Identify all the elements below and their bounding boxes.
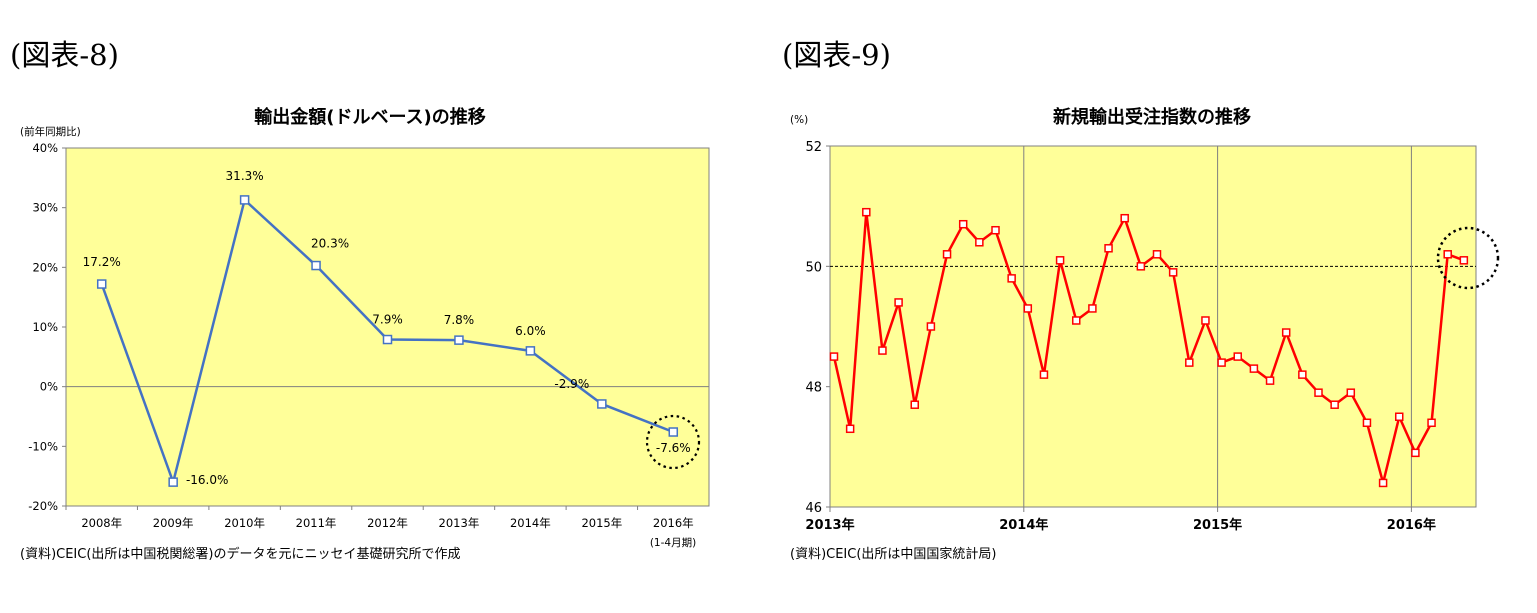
data-point <box>1201 316 1210 325</box>
data-point <box>668 427 679 437</box>
y-axis-label: (前年同期比) <box>20 125 81 138</box>
x-tick-label: 2016年 <box>653 516 694 530</box>
category-note: (1-4月期) <box>650 537 696 549</box>
data-point <box>1427 418 1436 428</box>
data-point <box>1185 358 1194 367</box>
data-point <box>975 238 984 247</box>
data-label: -7.6% <box>656 441 691 455</box>
data-label: 7.8% <box>444 313 475 327</box>
data-point <box>878 346 887 355</box>
y-tick-label: 40% <box>32 141 58 155</box>
data-point <box>1023 304 1033 313</box>
chart-title: 輸出金額(ドルベース)の推移 <box>254 106 486 128</box>
x-tick-label: 2016年 <box>1387 517 1436 533</box>
x-tick-label: 2008年 <box>81 516 122 530</box>
y-tick-label: -10% <box>28 439 58 453</box>
x-tick-label: 2015年 <box>1193 517 1242 533</box>
series-line <box>832 210 1465 485</box>
source-note: (資料)CEIC(出所は中国国家統計局) <box>790 546 997 562</box>
data-point <box>1249 364 1259 373</box>
y-tick-label: 50 <box>805 260 822 275</box>
data-point <box>991 225 1000 235</box>
data-point <box>1281 328 1291 337</box>
data-point <box>1055 256 1065 265</box>
data-point <box>96 279 107 289</box>
data-label: -2.9% <box>554 377 589 391</box>
data-label: 17.2% <box>83 255 121 269</box>
y-tick-label: 10% <box>32 320 58 334</box>
highlight-circle <box>645 414 701 470</box>
data-point <box>1136 262 1146 271</box>
y-axis-label: (%) <box>790 114 808 126</box>
plot-area <box>65 147 710 507</box>
data-point <box>597 399 607 409</box>
data-point <box>1265 376 1275 385</box>
y-tick-label: 20% <box>32 260 58 274</box>
x-tick-label: 2014年 <box>999 517 1048 533</box>
highlight-circle <box>1436 226 1500 290</box>
data-point <box>1459 256 1469 265</box>
source-note: (資料)CEIC(出所は中国税関総署)のデータを元にニッセイ基礎研究所で作成 <box>20 546 461 562</box>
data-point <box>1088 304 1097 313</box>
x-tick-label: 2009年 <box>153 516 194 530</box>
x-tick-label: 2012年 <box>367 516 408 530</box>
data-point <box>942 250 952 259</box>
data-point <box>1443 250 1452 259</box>
plot-area <box>829 145 1477 508</box>
data-point <box>525 346 536 356</box>
y-tick-label: 0% <box>40 380 58 394</box>
data-point <box>1039 370 1049 379</box>
data-point <box>1152 250 1162 259</box>
y-tick-label: -20% <box>28 499 58 513</box>
figure-label-9: (図表-9) <box>782 38 891 72</box>
data-point <box>926 322 936 331</box>
y-tick-label: 46 <box>805 501 822 516</box>
data-point <box>1217 358 1226 367</box>
data-point <box>1362 418 1372 428</box>
data-point <box>1314 388 1323 397</box>
chart-new-export-orders: 新規輸出受注指数の推移 (%) (資料)CEIC(出所は中国国家統計局) 52 5… <box>790 106 1500 562</box>
data-point <box>845 424 855 434</box>
x-tick-label: 2011年 <box>296 516 337 530</box>
data-point <box>1007 274 1016 283</box>
data-point <box>910 400 919 409</box>
data-point <box>1072 316 1081 325</box>
chart-title: 新規輸出受注指数の推移 <box>1053 106 1251 128</box>
x-tick-label: 2013年 <box>805 517 854 533</box>
data-point <box>239 195 250 205</box>
data-label: 7.9% <box>372 313 403 327</box>
data-point <box>1168 268 1178 277</box>
data-point <box>1120 213 1129 223</box>
x-tick-label: 2014年 <box>510 516 551 530</box>
data-point <box>168 477 178 487</box>
y-tick-label: 30% <box>32 201 58 215</box>
data-point <box>454 335 464 345</box>
data-point <box>1411 448 1420 458</box>
data-label: 6.0% <box>515 324 546 338</box>
data-point <box>1233 352 1242 361</box>
data-label: 20.3% <box>311 237 349 251</box>
data-point <box>958 219 968 229</box>
data-point <box>382 334 393 345</box>
data-label: 31.3% <box>226 169 264 183</box>
y-tick-label: 48 <box>805 381 822 396</box>
x-tick-label: 2015年 <box>581 516 622 530</box>
data-point <box>862 207 871 217</box>
data-point <box>1346 388 1356 397</box>
data-point <box>1395 412 1404 421</box>
x-tick-label: 2013年 <box>439 516 480 530</box>
data-point <box>1298 370 1307 379</box>
data-point <box>1330 400 1339 409</box>
data-point <box>1104 244 1113 253</box>
figure-label-8: (図表-8) <box>10 38 119 72</box>
chart-export-value: 輸出金額(ドルベース)の推移 (前年同期比) (資料)CEIC(出所は中国税関総… <box>20 106 710 562</box>
x-tick-label: 2010年 <box>224 516 265 530</box>
data-point <box>1378 478 1388 488</box>
data-point <box>894 298 903 307</box>
data-label: -16.0% <box>186 473 228 487</box>
data-point <box>829 352 839 361</box>
y-tick-label: 52 <box>805 140 822 155</box>
data-point <box>311 260 321 271</box>
